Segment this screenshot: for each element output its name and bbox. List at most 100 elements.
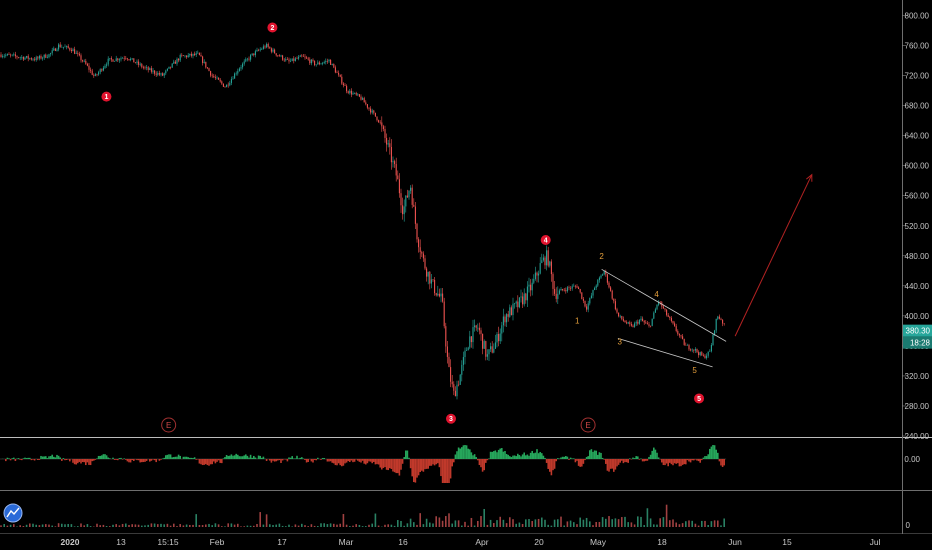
candle-body: [634, 323, 636, 327]
oscillator-bar: [337, 459, 340, 464]
volume-bar: [67, 523, 69, 527]
oscillator-bar: [51, 454, 53, 459]
volume-bar: [685, 521, 687, 527]
oscillator-bar: [229, 455, 231, 459]
oscillator-bar: [515, 456, 517, 459]
candle-body: [598, 277, 600, 281]
volume-bar: [48, 524, 50, 527]
volume-bar: [630, 522, 633, 527]
candle-body: [77, 52, 79, 54]
volume-bar: [3, 524, 5, 527]
oscillator-bar: [261, 457, 263, 459]
oscillator-bar: [293, 458, 295, 459]
oscillator-bar: [379, 459, 381, 468]
oscillator-bar: [648, 456, 650, 459]
oscillator-bar: [49, 456, 52, 459]
volume-bar: [288, 524, 290, 527]
volume-bar: [608, 516, 610, 527]
oscillator-bar: [549, 459, 551, 472]
candle-body: [32, 59, 34, 61]
oscillator-bar: [569, 457, 572, 459]
earnings-marker-label[interactable]: E: [585, 421, 590, 430]
oscillator-bar: [78, 459, 81, 462]
volume-bar: [624, 516, 626, 527]
volume-bar: [157, 524, 159, 527]
oscillator-bar: [477, 459, 479, 461]
oscillator-bar: [59, 457, 61, 459]
volume-bar: [336, 524, 338, 527]
oscillator-bar: [710, 446, 713, 459]
volume-bar: [64, 524, 66, 527]
candle-body: [579, 289, 581, 293]
volume-bar: [45, 524, 47, 527]
candle-body: [176, 58, 178, 64]
oscillator-bar: [200, 459, 202, 465]
candle-body: [518, 297, 520, 308]
oscillator-bar: [246, 455, 249, 459]
volume-bar: [137, 524, 140, 527]
candle-body: [717, 316, 719, 319]
volume-bar: [99, 525, 101, 527]
candle-body: [187, 55, 189, 58]
oscillator-bar: [574, 459, 577, 463]
oscillator-bar: [173, 457, 175, 459]
oscillator-bar: [470, 452, 473, 459]
earnings-marker[interactable]: E: [580, 417, 596, 433]
tradingview-logo-mark[interactable]: [6, 507, 20, 518]
oscillator-bar: [454, 454, 457, 459]
price-axis[interactable]: 800.00 760.00 720.00 680.00 640.00 600.00 560.…: [902, 12, 932, 530]
volume-bar: [627, 522, 629, 527]
candle-body: [493, 348, 495, 353]
volume-bar: [541, 517, 543, 527]
volume-bar: [349, 526, 351, 527]
oscillator-bar: [240, 456, 242, 459]
candle-body: [18, 57, 20, 58]
candle-body: [133, 58, 135, 63]
time-axis[interactable]: 2020 13 15:15 Feb 17 Mar 16 Apr 20 May 18 Jun 15 Jul: [61, 537, 881, 547]
oscillator-bar: [249, 454, 252, 459]
candle-body: [389, 143, 391, 147]
earnings-marker-label[interactable]: E: [166, 421, 171, 430]
volume-bar: [304, 525, 306, 527]
candle-body: [96, 74, 98, 75]
oscillator-bar: [176, 456, 178, 459]
oscillator-bar: [587, 456, 589, 459]
oscillator-bar: [686, 459, 689, 461]
candle-body: [466, 350, 468, 351]
candle-body: [442, 293, 444, 302]
candle-body: [301, 55, 303, 57]
price-tick-label: 560.00: [905, 192, 930, 201]
oscillator-bar: [54, 457, 57, 459]
oscillator-bar: [17, 458, 20, 459]
volume-bar: [29, 523, 31, 527]
candle-body: [630, 324, 632, 326]
volume-bar: [617, 519, 620, 527]
candle-body: [288, 59, 290, 62]
oscillator-bar: [678, 459, 681, 467]
oscillator-bar: [398, 459, 401, 476]
oscillator-bar: [621, 459, 623, 461]
volume-bar: [720, 525, 722, 527]
volume-bar: [323, 523, 325, 527]
oscillator-bar: [91, 459, 93, 462]
oscillator-bar: [73, 459, 76, 465]
elliott-wave-labels: 1 2 3 4 5 1 2 3 4 5: [101, 22, 705, 424]
candle-body: [496, 333, 498, 343]
volume-bar: [457, 520, 460, 527]
candle-body: [654, 309, 656, 313]
candle-body: [602, 274, 604, 276]
oscillator-bar: [643, 459, 645, 462]
oscillator-bar: [163, 457, 165, 459]
candle-body: [54, 48, 56, 51]
earnings-marker[interactable]: E: [161, 417, 177, 433]
volume-bar: [256, 524, 258, 527]
candle-body: [152, 70, 154, 72]
candle-body: [246, 58, 248, 60]
oscillator-bar: [481, 459, 484, 472]
candle-body: [584, 300, 586, 307]
oscillator-bar: [219, 459, 221, 463]
oscillator-bar: [165, 455, 167, 459]
tradingview-logo[interactable]: [3, 503, 23, 523]
